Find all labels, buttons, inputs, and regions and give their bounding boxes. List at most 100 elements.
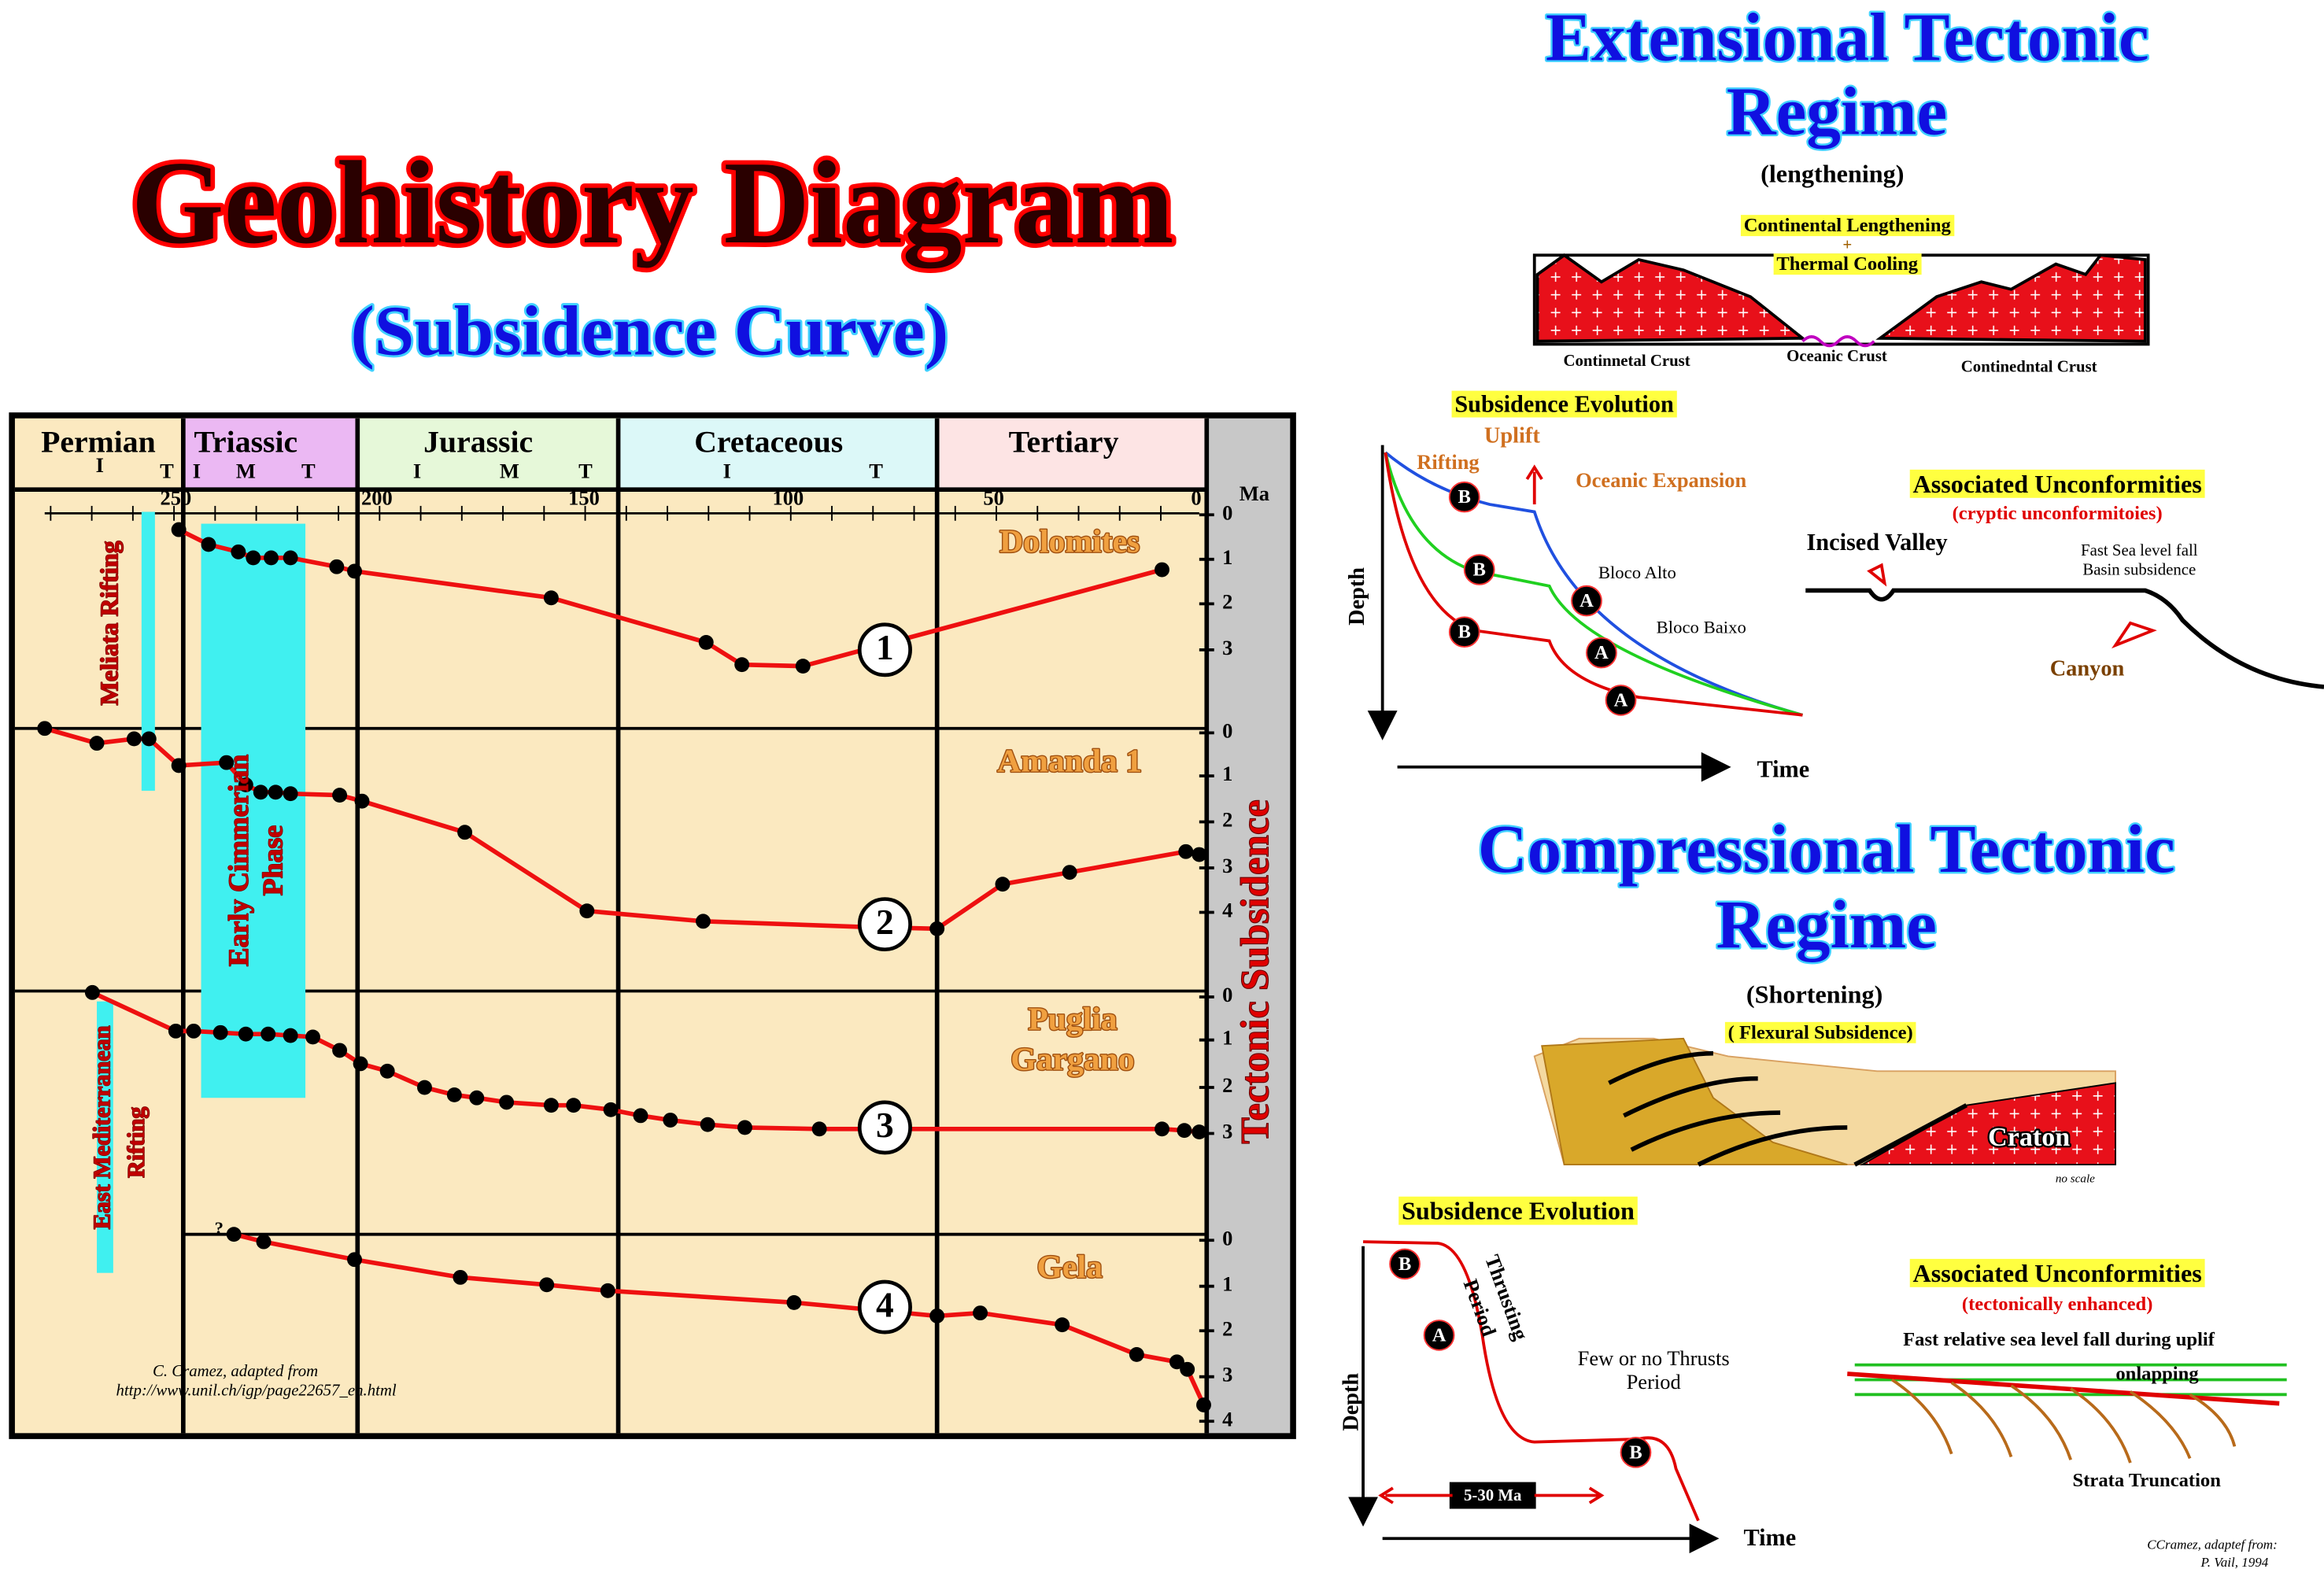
marker-label: A: [1594, 642, 1609, 663]
axis-label: Tectonic Subsidence: [1233, 799, 1277, 1144]
data-point: [171, 522, 187, 537]
data-point: [566, 1098, 582, 1113]
chart-lines: [14, 418, 1210, 1434]
age-tick-label: 200: [361, 485, 393, 509]
data-point: [1055, 1317, 1070, 1333]
depth-tick-label: 2: [1222, 1073, 1232, 1097]
marker: [1448, 481, 1480, 513]
data-point: [457, 825, 473, 840]
marker-label: A: [1580, 590, 1594, 611]
data-point: [698, 634, 714, 650]
event-bars: [97, 511, 306, 1273]
age-unit: Ma: [1240, 482, 1269, 505]
marker: [1620, 1437, 1652, 1468]
depth-tick-label: 0: [1222, 500, 1232, 524]
data-point: [734, 657, 750, 673]
depth-tick-label: 1: [1222, 1272, 1232, 1296]
depth-tick-label: 3: [1222, 1120, 1232, 1143]
data-point: [268, 784, 283, 800]
data-point: [141, 731, 157, 747]
label: Dolomites: [999, 523, 1140, 559]
label: Tertiary: [1009, 425, 1119, 460]
marker: [1586, 637, 1617, 669]
age-tick-label: 50: [983, 485, 1003, 509]
label: Thermal Cooling: [1776, 253, 1918, 275]
data-point: [973, 1305, 988, 1321]
label: Compressional Tectonic: [1478, 811, 2175, 887]
marker: [1389, 1248, 1421, 1280]
highlight: [1740, 215, 1955, 237]
label: CCramez, adaptef from:: [2147, 1538, 2277, 1552]
tertiary-header: [937, 418, 1207, 489]
data-point: [995, 877, 1011, 892]
label: Meliata Rifting: [94, 541, 123, 705]
label: Oceanic Crust: [1786, 347, 1887, 365]
depth-tick-label: 1: [1222, 545, 1232, 569]
well-number: 1: [876, 628, 894, 667]
data-point: [1177, 1123, 1192, 1139]
age-tick-label: 100: [773, 485, 804, 509]
label: Continedntal Crust: [1961, 357, 2097, 375]
label: Oceanic Expansion: [1576, 468, 1746, 492]
well-number-circle: [857, 1100, 912, 1155]
marker: [1463, 554, 1495, 585]
data-point: [212, 1024, 228, 1040]
data-point: [1192, 847, 1207, 862]
data-point: [347, 563, 362, 579]
data-point: [283, 1028, 298, 1043]
age-tick-label: 250: [161, 485, 192, 509]
label: T: [160, 460, 174, 483]
data-point: [246, 550, 261, 566]
label: I: [96, 453, 104, 477]
data-point: [633, 1108, 648, 1124]
label: Associated Unconformities: [1913, 470, 2202, 498]
marker-label: B: [1629, 1442, 1642, 1463]
depth-tick-label: 0: [1222, 983, 1232, 1006]
well-number: 2: [876, 903, 894, 942]
label: Depth: [1345, 567, 1369, 626]
data-point: [84, 984, 100, 1000]
well-number-circle: [857, 1279, 912, 1335]
label: Regime: [1727, 74, 1947, 150]
label: Time: [1757, 755, 1809, 782]
data-point: [1129, 1346, 1144, 1362]
marker-label: B: [1458, 622, 1471, 643]
label: Continental Lengthening: [1744, 215, 1952, 236]
data-point: [168, 1023, 183, 1039]
label: http://www.unil.ch/igp/page22657_en.html: [116, 1381, 396, 1399]
data-point: [186, 1023, 201, 1039]
data-point: [264, 550, 279, 566]
jurassic-header: [357, 418, 619, 489]
data-point: [663, 1113, 678, 1128]
chart-bg: [14, 418, 1207, 1434]
marker-label: B: [1458, 486, 1471, 508]
well-number-circle: [857, 897, 912, 952]
label: ( Flexural Subsidence): [1728, 1022, 1913, 1043]
depth-tick-label: 2: [1222, 589, 1232, 613]
label: Canyon: [2050, 657, 2125, 681]
label: (lengthening): [1761, 160, 1904, 188]
data-point: [700, 1117, 715, 1132]
well-number: 4: [876, 1285, 894, 1324]
data-point: [283, 550, 298, 566]
data-point: [347, 1252, 362, 1268]
data-point: [126, 731, 142, 747]
label: (cryptic unconformitoies): [1953, 503, 2163, 524]
highlight: [1451, 390, 1677, 418]
data-point: [283, 786, 298, 802]
data-point: [1180, 1361, 1195, 1377]
data-point: [171, 758, 187, 773]
label: (Subsidence Curve): [351, 291, 949, 371]
highlight: [1398, 1196, 1638, 1225]
data-point: [469, 1090, 485, 1106]
label: T: [578, 460, 593, 483]
label: Early Cimmerian: [223, 755, 254, 967]
well-number: 3: [876, 1106, 894, 1145]
highlight: [1909, 1258, 2205, 1287]
cretaceous-header: [618, 418, 937, 489]
marker: [1448, 616, 1480, 648]
data-point: [354, 793, 370, 809]
label: Period: [1627, 1370, 1681, 1394]
